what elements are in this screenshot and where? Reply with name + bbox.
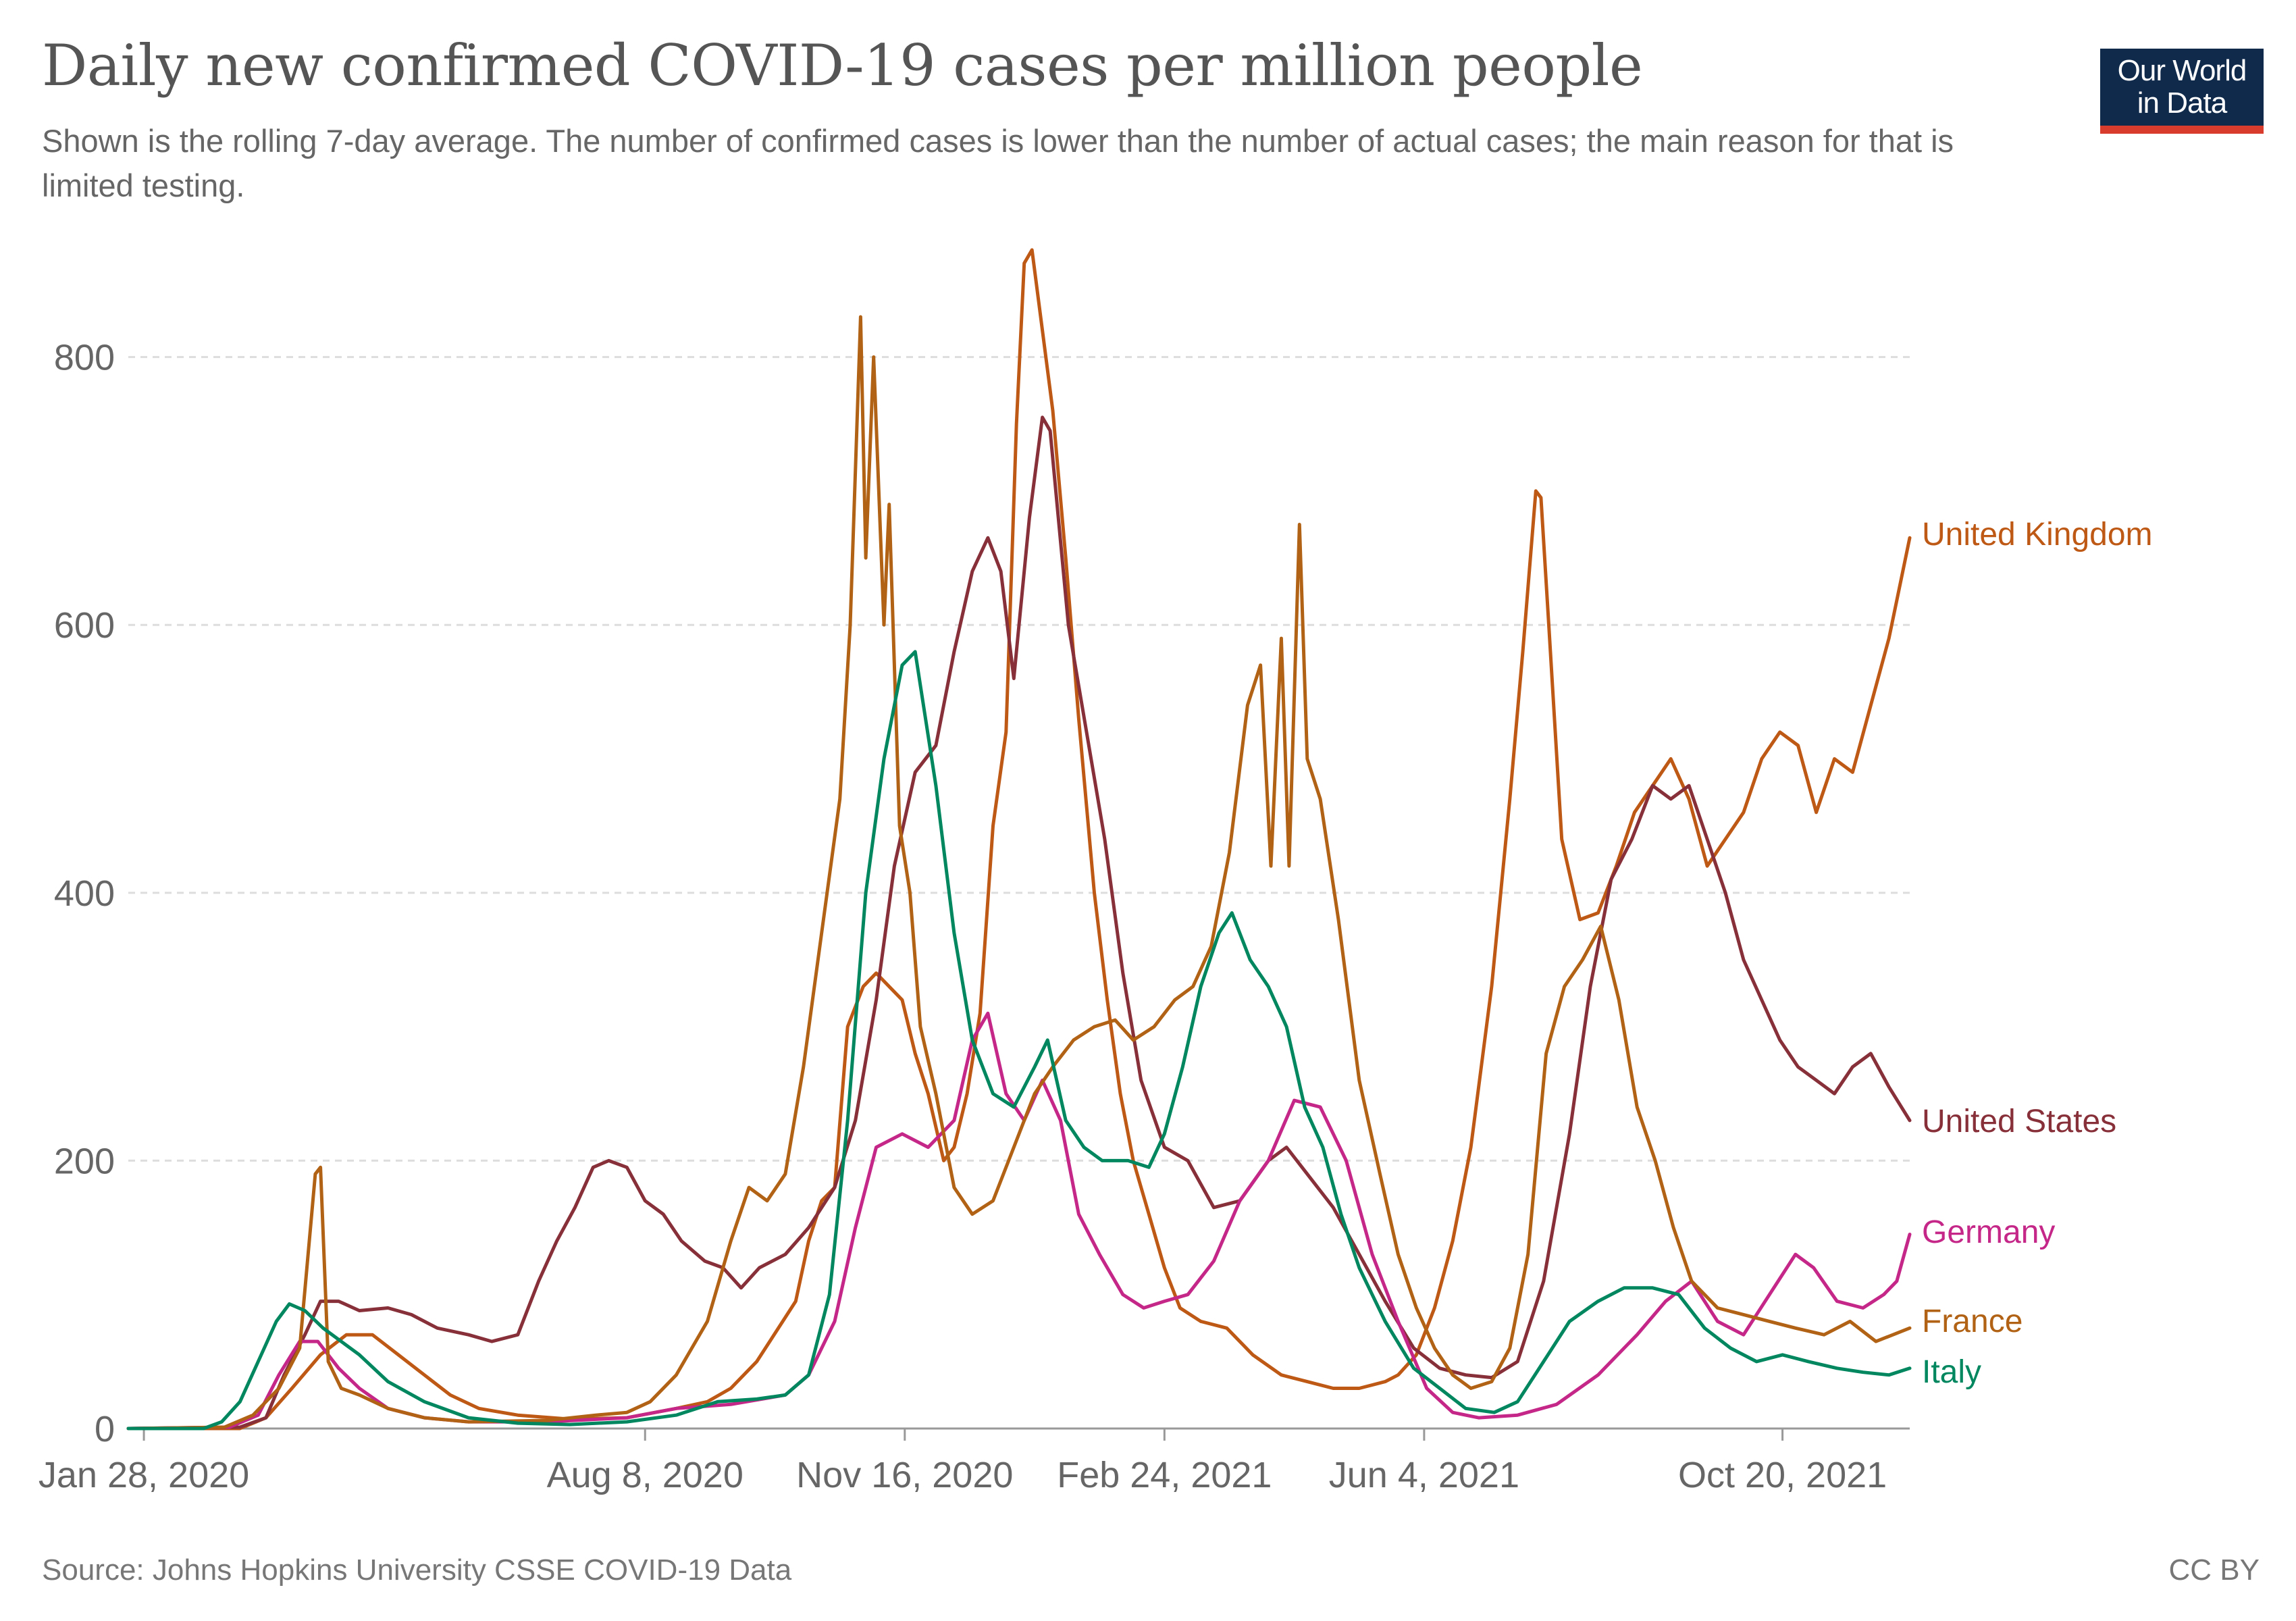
series-label-germany: Germany [1922, 1214, 2055, 1250]
x-tick-label: Nov 16, 2020 [796, 1455, 1013, 1495]
x-tick-label: Jan 28, 2020 [38, 1455, 249, 1495]
y-tick-label: 400 [54, 873, 115, 914]
y-tick-label: 800 [54, 338, 115, 378]
y-tick-label: 0 [95, 1409, 115, 1449]
series-labels: United Kingdom United States Germany France… [1922, 517, 2153, 1390]
gridlines [128, 356, 1910, 1162]
our-world-in-data-logo[interactable]: Our World in Data [2100, 49, 2264, 134]
x-tick-label: Jun 4, 2021 [1329, 1455, 1519, 1495]
series-line-france [126, 315, 1912, 1431]
x-tick-label: Oct 20, 2021 [1678, 1455, 1887, 1495]
x-tick-label: Feb 24, 2021 [1057, 1455, 1272, 1495]
y-tick-label: 600 [54, 605, 115, 646]
series-label-france: France [1922, 1304, 2023, 1339]
chart-title: Daily new confirmed COVID-19 cases per m… [42, 32, 1643, 99]
series-line-united-states [126, 415, 1912, 1431]
x-axis: Jan 28, 2020 Aug 8, 2020 Nov 16, 2020 Feb 2… [38, 1427, 1910, 1495]
source-note[interactable]: Source: Johns Hopkins University CSSE CO… [42, 1553, 792, 1587]
series-label-italy: Italy [1922, 1354, 1981, 1390]
series-line-united-kingdom [126, 248, 1912, 1431]
series-line-italy [126, 650, 1912, 1431]
y-axis: 0 200 400 600 800 [54, 338, 115, 1449]
logo-line-2: in Data [2137, 86, 2227, 120]
series-label-united-states: United States [1922, 1104, 2116, 1139]
license-link[interactable]: CC BY [2168, 1553, 2260, 1587]
y-tick-label: 200 [54, 1141, 115, 1181]
series-lines [126, 248, 1912, 1431]
chart-subtitle: Shown is the rolling 7-day average. The … [42, 123, 1954, 203]
series-label-united-kingdom: United Kingdom [1922, 517, 2153, 552]
x-tick-label: Aug 8, 2020 [547, 1455, 743, 1495]
series-line-germany [126, 1011, 1912, 1431]
logo-line-1: Our World [2117, 54, 2247, 87]
